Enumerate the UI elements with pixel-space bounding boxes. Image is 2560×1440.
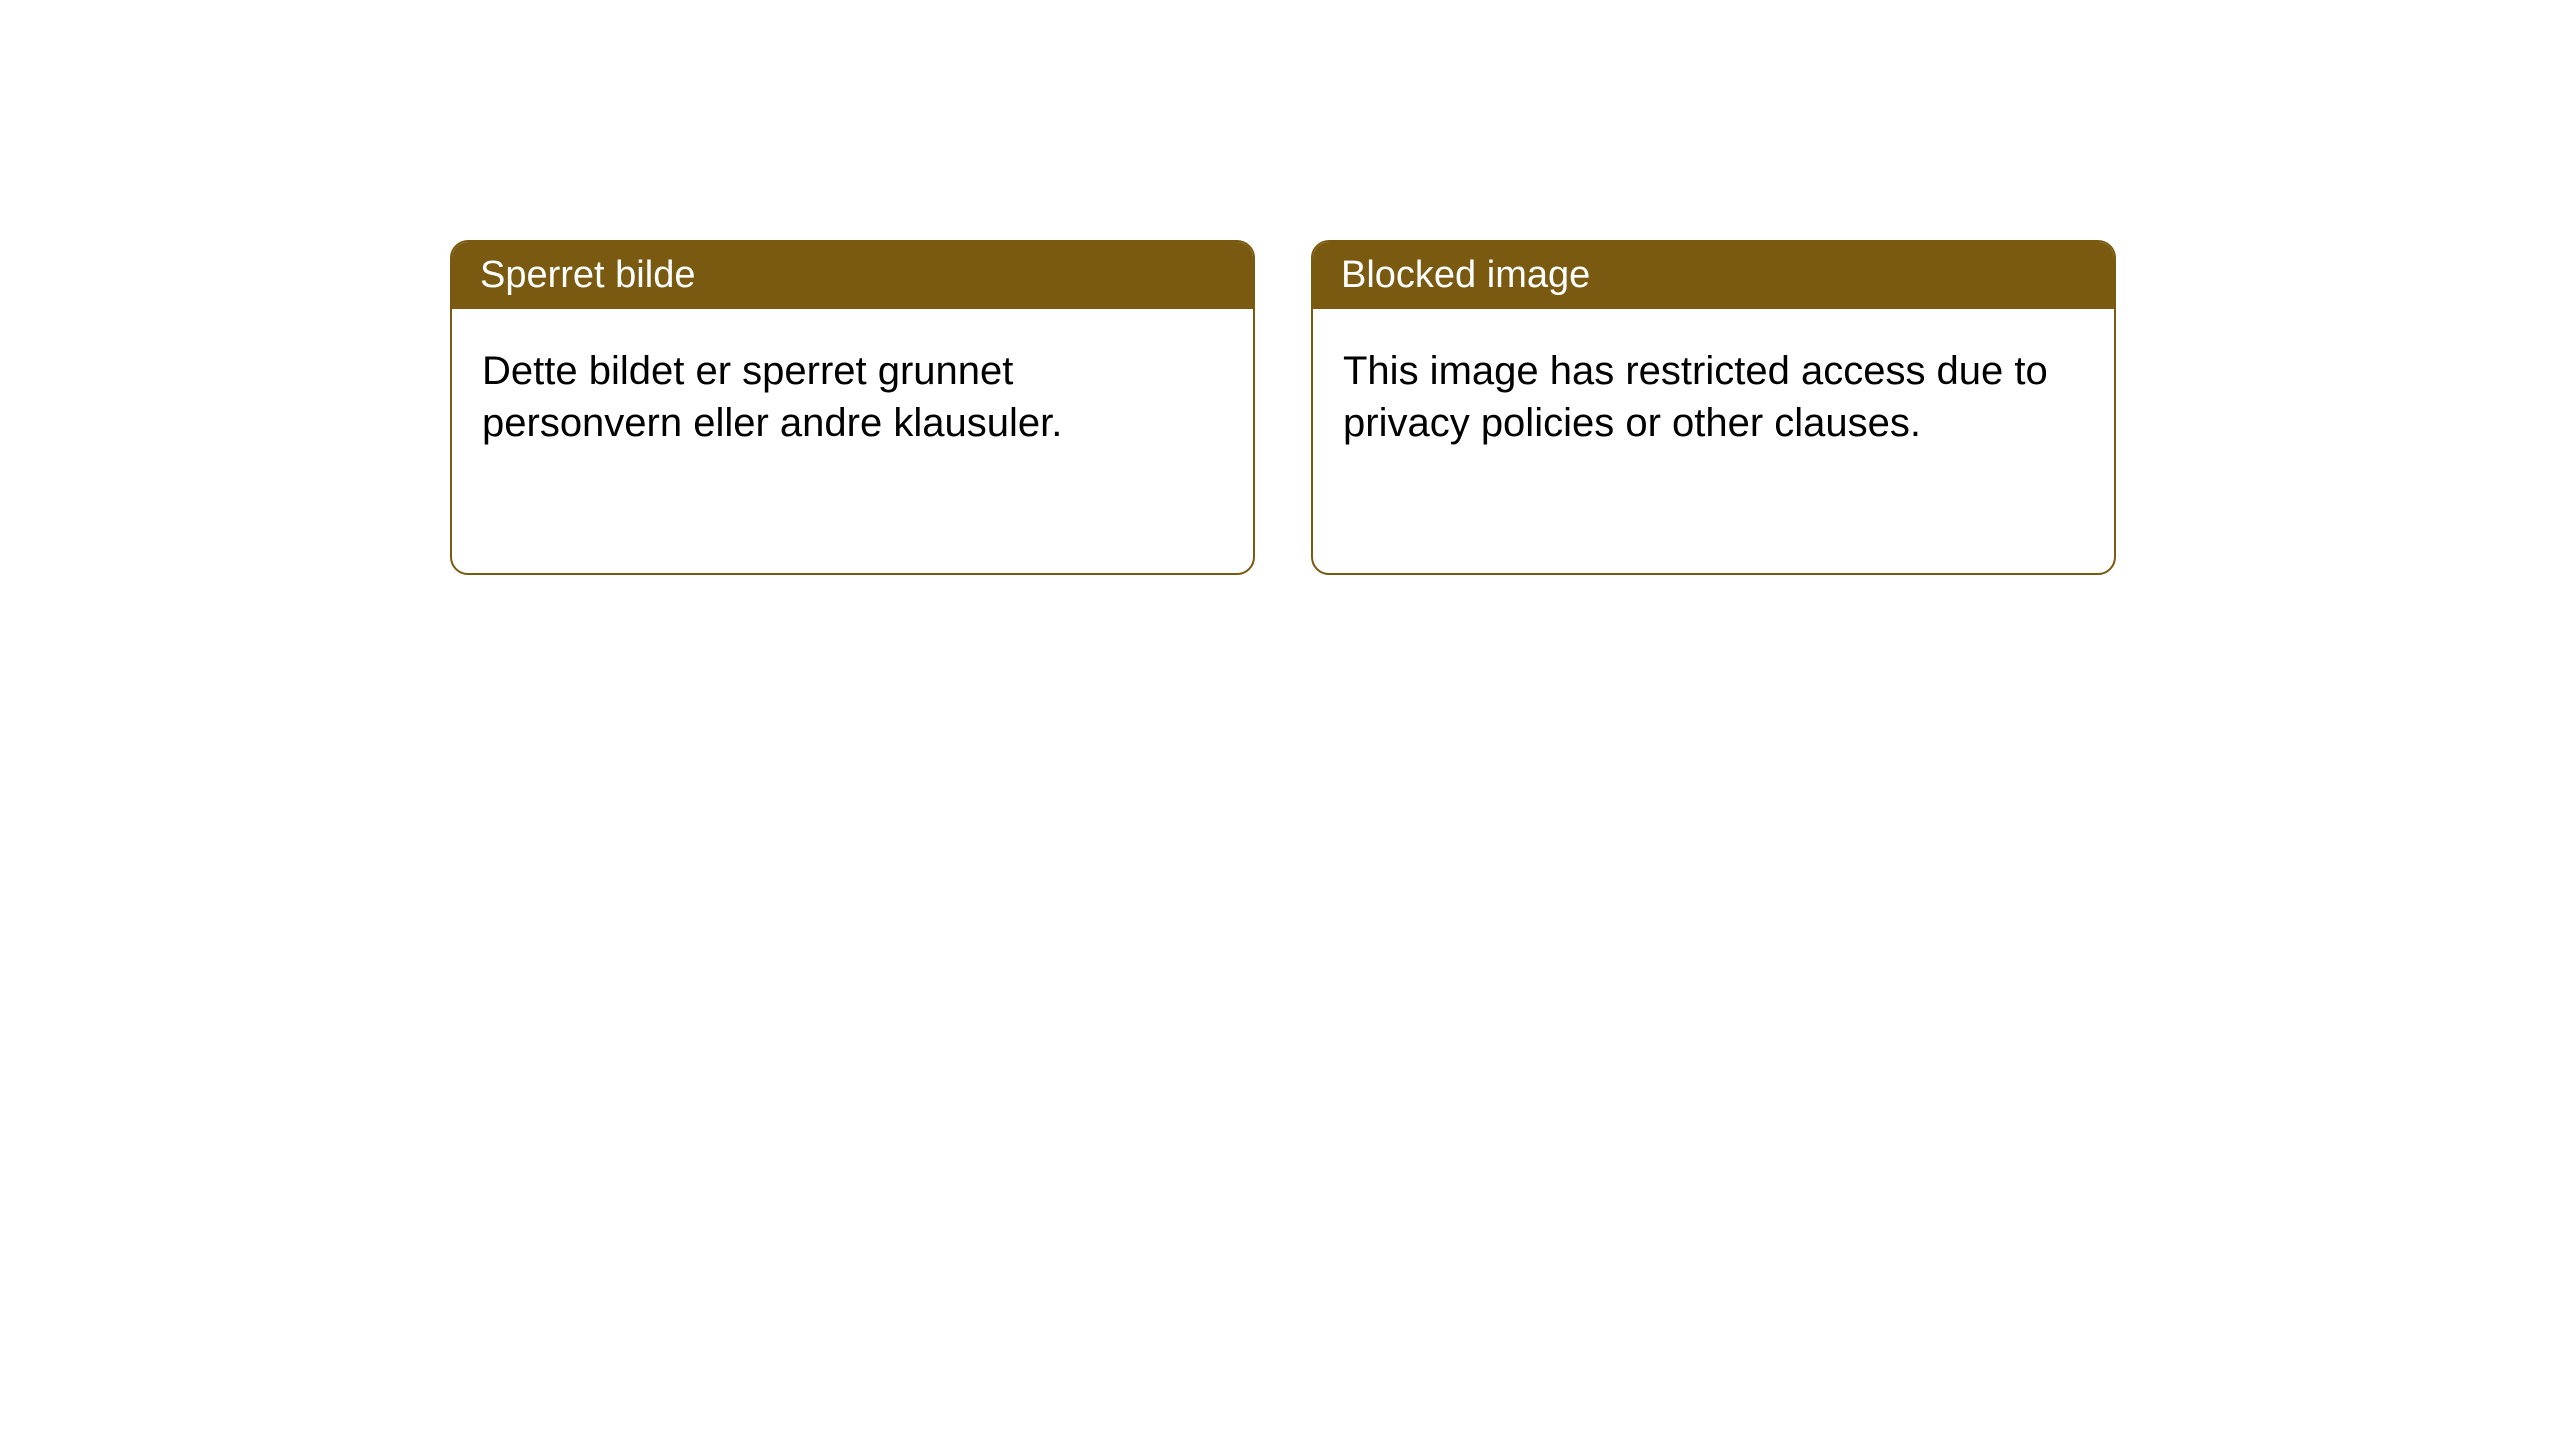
notice-card-norwegian: Sperret bilde Dette bildet er sperret gr… [450, 240, 1255, 575]
notice-card-header: Blocked image [1313, 242, 2114, 309]
notice-cards-container: Sperret bilde Dette bildet er sperret gr… [0, 0, 2560, 575]
notice-card-english: Blocked image This image has restricted … [1311, 240, 2116, 575]
notice-card-body: Dette bildet er sperret grunnet personve… [452, 309, 1253, 485]
notice-card-header: Sperret bilde [452, 242, 1253, 309]
notice-card-body: This image has restricted access due to … [1313, 309, 2114, 485]
